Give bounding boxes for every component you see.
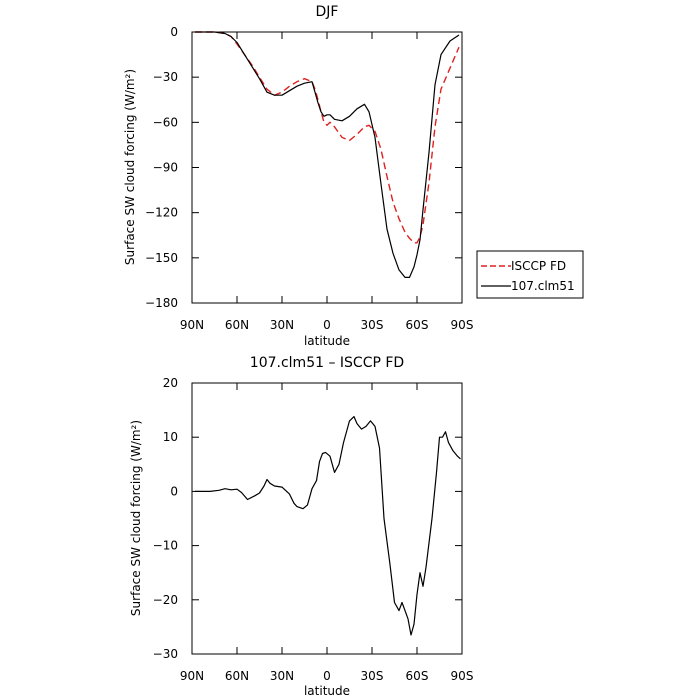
bottom-x-tick-label: 90S xyxy=(451,669,474,683)
legend-box xyxy=(476,250,584,299)
top-x-axis-label: latitude xyxy=(304,334,350,348)
bottom-x-tick-label: 60S xyxy=(406,669,429,683)
bottom-y-tick-label: 20 xyxy=(163,376,178,390)
legend-label-clm51: 107.clm51 xyxy=(511,279,575,293)
top-x-tick-label: 90S xyxy=(451,318,474,332)
bottom-x-tick-label: 90N xyxy=(180,669,204,683)
top-x-axis: 90N 60N 30N 0 30S 60S 90S xyxy=(180,32,474,332)
bottom-y-tick-label: 0 xyxy=(170,484,178,498)
top-x-tick-label: 0 xyxy=(323,318,331,332)
bottom-x-tick-label: 30N xyxy=(270,669,294,683)
top-x-tick-label: 60N xyxy=(225,318,249,332)
top-series-line-isccp-fd xyxy=(195,31,460,244)
bottom-y-tick-label: −30 xyxy=(153,647,178,661)
top-series-line-107-clm51 xyxy=(195,31,460,278)
top-x-tick-label: 30S xyxy=(361,318,384,332)
bottom-panel: 107.clm51 – ISCCP FD 20 10 0 −10 −20 −30 90N 6… xyxy=(129,355,473,698)
bottom-plot-frame xyxy=(191,382,463,655)
bottom-y-tick-label: −20 xyxy=(153,593,178,607)
bottom-series-line-difference xyxy=(195,416,461,636)
top-y-tick-label: −60 xyxy=(153,115,178,129)
bottom-y-axis: 20 10 0 −10 −20 −30 xyxy=(153,376,462,661)
top-y-tick-label: −90 xyxy=(153,161,178,175)
legend-label-isccp: ISCCP FD xyxy=(511,259,566,273)
bottom-x-tick-label: 60N xyxy=(225,669,249,683)
bottom-series-group xyxy=(195,416,461,636)
bottom-x-axis-label: latitude xyxy=(304,684,350,698)
top-panel: DJF 0 −30 −60 −90 −120 −150 −180 90N 60N 30N 0 30S… xyxy=(123,4,584,348)
bottom-y-tick-label: 10 xyxy=(163,430,178,444)
top-plot-frame xyxy=(191,31,463,304)
bottom-x-axis: 90N 60N 30N 0 30S 60S 90S xyxy=(180,383,474,683)
top-chart-title: DJF xyxy=(316,4,339,20)
top-y-axis-label: Surface SW cloud forcing (W/m²) xyxy=(123,69,137,265)
top-series-group xyxy=(195,31,460,278)
bottom-y-tick-label: −10 xyxy=(153,539,178,553)
top-y-tick-label: −120 xyxy=(145,206,178,220)
bottom-y-axis-label: Surface SW cloud forcing (W/m²) xyxy=(129,420,143,616)
top-x-tick-label: 30N xyxy=(270,318,294,332)
legend: ISCCP FD 107.clm51 xyxy=(476,250,584,299)
top-x-tick-label: 60S xyxy=(406,318,429,332)
bottom-x-tick-label: 30S xyxy=(361,669,384,683)
bottom-chart-title: 107.clm51 – ISCCP FD xyxy=(250,355,404,371)
top-y-tick-label: −150 xyxy=(145,251,178,265)
bottom-x-tick-label: 0 xyxy=(323,669,331,683)
top-y-tick-label: −180 xyxy=(145,296,178,310)
top-x-tick-label: 90N xyxy=(180,318,204,332)
top-y-tick-label: −30 xyxy=(153,70,178,84)
top-y-axis: 0 −30 −60 −90 −120 −150 −180 xyxy=(145,25,462,310)
top-y-tick-label: 0 xyxy=(170,25,178,39)
